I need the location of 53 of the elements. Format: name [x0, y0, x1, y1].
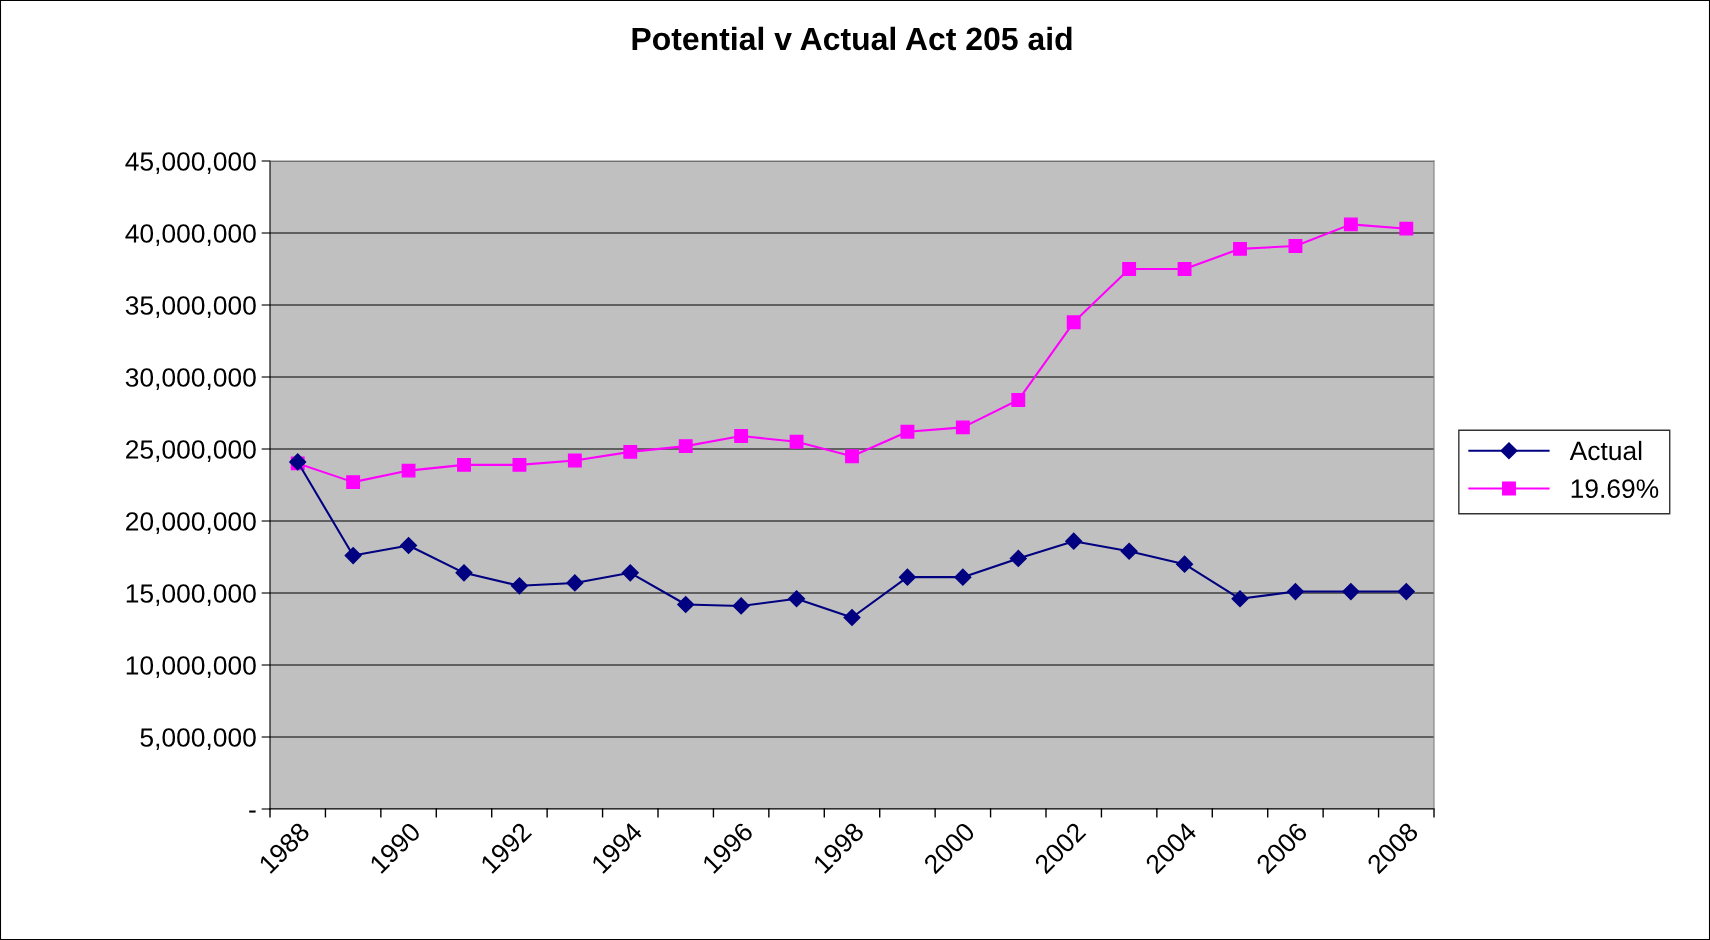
point — [788, 590, 806, 608]
point — [734, 429, 749, 443]
point — [401, 463, 416, 478]
y-tick-label: 30,000,000 — [125, 368, 256, 390]
point — [1397, 583, 1415, 601]
y-tick-label: 45,000,000 — [125, 152, 256, 174]
point — [512, 457, 527, 472]
point — [845, 449, 859, 464]
y-tick-label: 15,000,000 — [126, 584, 256, 606]
point — [1343, 217, 1358, 232]
point — [1176, 555, 1194, 573]
y-tick-label: 5,000,000 — [140, 728, 256, 750]
y-tick-label: 35,000,000 — [125, 296, 256, 318]
y-tick-label: - — [249, 810, 256, 813]
point — [1011, 393, 1026, 407]
y-tick-label: 10,000,000 — [126, 656, 256, 678]
point — [1009, 549, 1027, 567]
point — [455, 564, 473, 582]
y-tick-label: 40,000,000 — [125, 224, 256, 246]
point — [510, 577, 528, 595]
point — [1120, 542, 1138, 560]
point — [1288, 239, 1303, 253]
point — [400, 536, 418, 555]
point — [1399, 221, 1414, 236]
point — [1177, 262, 1192, 276]
point — [346, 475, 361, 490]
legend-label: 19.69% — [1571, 479, 1659, 499]
point — [1231, 590, 1249, 608]
point — [732, 597, 750, 615]
point — [457, 457, 471, 472]
point — [1065, 532, 1083, 550]
y-tick-label: 20,000,000 — [126, 512, 256, 534]
point — [898, 568, 916, 586]
point — [1122, 262, 1137, 276]
point — [1066, 315, 1081, 330]
point — [954, 568, 972, 586]
point — [900, 424, 915, 439]
point — [623, 444, 638, 459]
point — [621, 564, 639, 582]
y-tick-label: 25,000,000 — [126, 440, 256, 462]
point — [843, 608, 861, 627]
point — [789, 434, 804, 449]
point — [344, 547, 362, 565]
point — [567, 453, 582, 468]
point — [1233, 241, 1247, 256]
point — [955, 420, 970, 435]
point — [1342, 583, 1360, 601]
chart-title: Potential v Actual Act 205 aid — [632, 26, 1072, 51]
point — [1286, 583, 1304, 601]
point — [678, 439, 693, 454]
point — [677, 595, 695, 614]
legend-label: Actual — [1569, 440, 1642, 461]
point — [566, 574, 584, 592]
